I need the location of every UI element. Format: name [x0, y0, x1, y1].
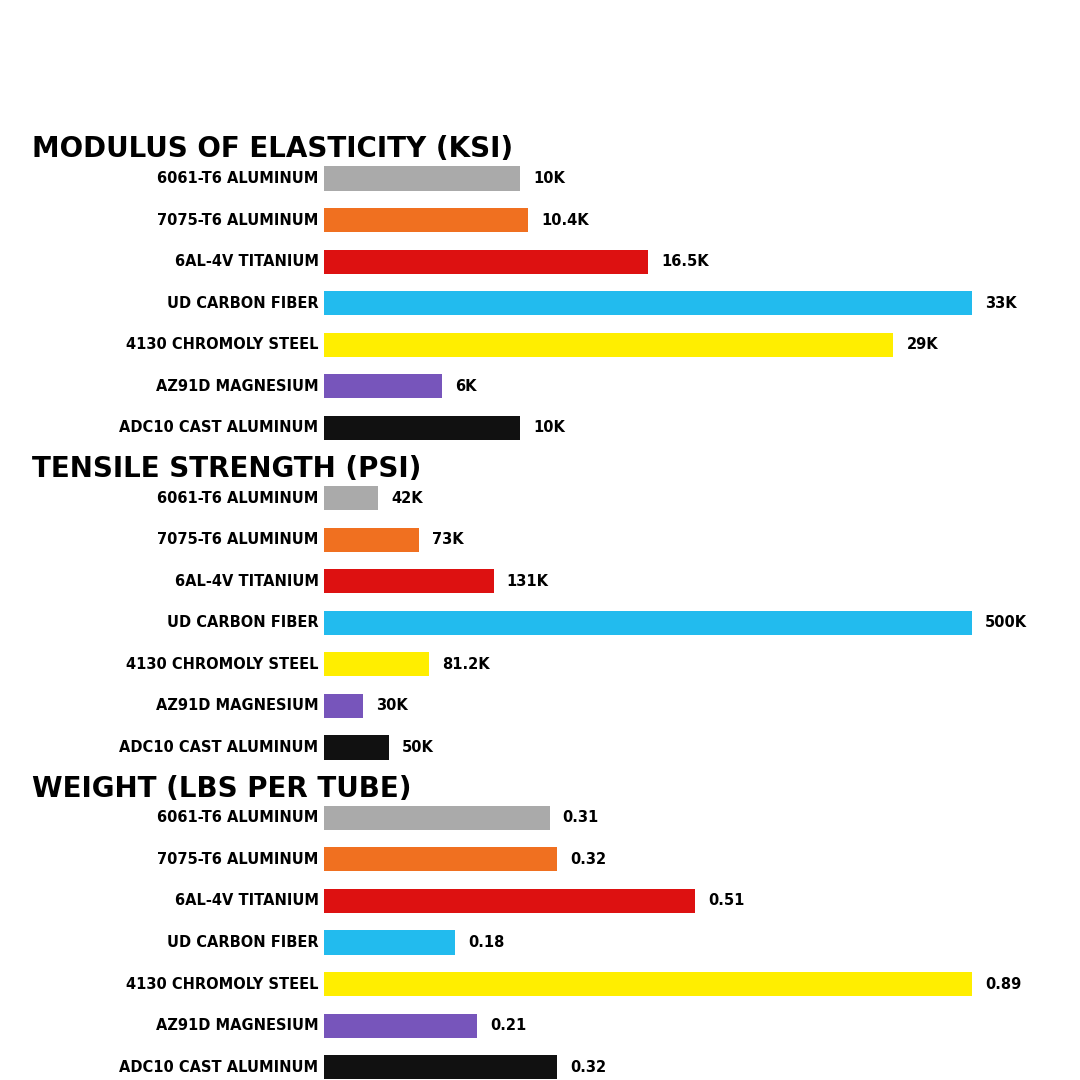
Text: COMPARISON CHART: COMPARISON CHART — [98, 27, 874, 94]
Text: 6AL-4V TITANIUM: 6AL-4V TITANIUM — [175, 254, 319, 269]
Text: 4130 CHROMOLY STEEL: 4130 CHROMOLY STEEL — [126, 337, 319, 352]
Text: AZ91D MAGNESIUM: AZ91D MAGNESIUM — [156, 379, 319, 394]
Text: 0.32: 0.32 — [570, 1059, 606, 1075]
Text: 0.18: 0.18 — [468, 935, 504, 950]
Bar — [324, 249, 648, 273]
Text: 42K: 42K — [391, 490, 423, 505]
Text: 0.32: 0.32 — [570, 852, 606, 867]
Bar — [324, 166, 521, 190]
Bar — [324, 1055, 557, 1079]
Text: 0.89: 0.89 — [985, 976, 1022, 991]
Text: 0.51: 0.51 — [708, 893, 745, 908]
Bar — [324, 569, 494, 593]
Text: UD CARBON FIBER: UD CARBON FIBER — [167, 296, 319, 311]
Bar — [324, 333, 893, 356]
Text: 81.2K: 81.2K — [442, 657, 490, 672]
Text: UD CARBON FIBER: UD CARBON FIBER — [167, 935, 319, 950]
Bar — [324, 208, 528, 232]
Text: MODULUS OF ELASTICITY (KSI): MODULUS OF ELASTICITY (KSI) — [32, 135, 513, 163]
Bar — [324, 652, 429, 676]
Text: 0.31: 0.31 — [563, 810, 599, 825]
Bar — [324, 528, 419, 552]
Bar — [324, 806, 550, 829]
Text: 30K: 30K — [376, 699, 407, 714]
Text: 6061-T6 ALUMINUM: 6061-T6 ALUMINUM — [158, 810, 319, 825]
Bar — [324, 292, 972, 315]
Text: 73K: 73K — [432, 532, 463, 548]
Text: 50K: 50K — [402, 740, 434, 755]
Text: ADC10 CAST ALUMINUM: ADC10 CAST ALUMINUM — [120, 1059, 319, 1075]
Text: 6061-T6 ALUMINUM: 6061-T6 ALUMINUM — [158, 490, 319, 505]
Text: 6061-T6 ALUMINUM: 6061-T6 ALUMINUM — [158, 171, 319, 186]
Text: 10K: 10K — [534, 420, 565, 435]
Text: 29K: 29K — [906, 337, 939, 352]
Text: 16.5K: 16.5K — [661, 254, 708, 269]
Text: ADC10 CAST ALUMINUM: ADC10 CAST ALUMINUM — [120, 740, 319, 755]
Text: ADC10 CAST ALUMINUM: ADC10 CAST ALUMINUM — [120, 420, 319, 435]
Text: 500K: 500K — [985, 616, 1027, 631]
Bar — [324, 375, 442, 399]
Bar — [324, 972, 972, 996]
Text: 6AL-4V TITANIUM: 6AL-4V TITANIUM — [175, 893, 319, 908]
Text: AZ91D MAGNESIUM: AZ91D MAGNESIUM — [156, 1018, 319, 1034]
Text: 4130 CHROMOLY STEEL: 4130 CHROMOLY STEEL — [126, 657, 319, 672]
Bar — [324, 416, 521, 440]
Text: 10.4K: 10.4K — [541, 213, 589, 228]
Text: 7075-T6 ALUMINUM: 7075-T6 ALUMINUM — [158, 852, 319, 867]
Bar — [324, 931, 455, 955]
Text: TENSILE STRENGTH (PSI): TENSILE STRENGTH (PSI) — [32, 455, 422, 483]
Bar — [324, 889, 696, 913]
Text: 4130 CHROMOLY STEEL: 4130 CHROMOLY STEEL — [126, 976, 319, 991]
Text: 33K: 33K — [985, 296, 1016, 311]
Text: AZ91D MAGNESIUM: AZ91D MAGNESIUM — [156, 699, 319, 714]
Text: 0.21: 0.21 — [490, 1018, 526, 1034]
Text: UD CARBON FIBER: UD CARBON FIBER — [167, 616, 319, 631]
Text: 6K: 6K — [455, 379, 476, 394]
Bar — [324, 1014, 477, 1038]
Bar — [324, 848, 557, 872]
Text: WEIGHT (LBS PER TUBE): WEIGHT (LBS PER TUBE) — [32, 774, 411, 802]
Text: 10K: 10K — [534, 171, 565, 186]
Text: 6AL-4V TITANIUM: 6AL-4V TITANIUM — [175, 573, 319, 589]
Text: 131K: 131K — [507, 573, 549, 589]
Bar — [324, 735, 389, 759]
Text: 7075-T6 ALUMINUM: 7075-T6 ALUMINUM — [158, 532, 319, 548]
Bar — [324, 486, 378, 510]
Bar — [324, 694, 363, 718]
Bar — [324, 611, 972, 635]
Text: 7075-T6 ALUMINUM: 7075-T6 ALUMINUM — [158, 213, 319, 228]
